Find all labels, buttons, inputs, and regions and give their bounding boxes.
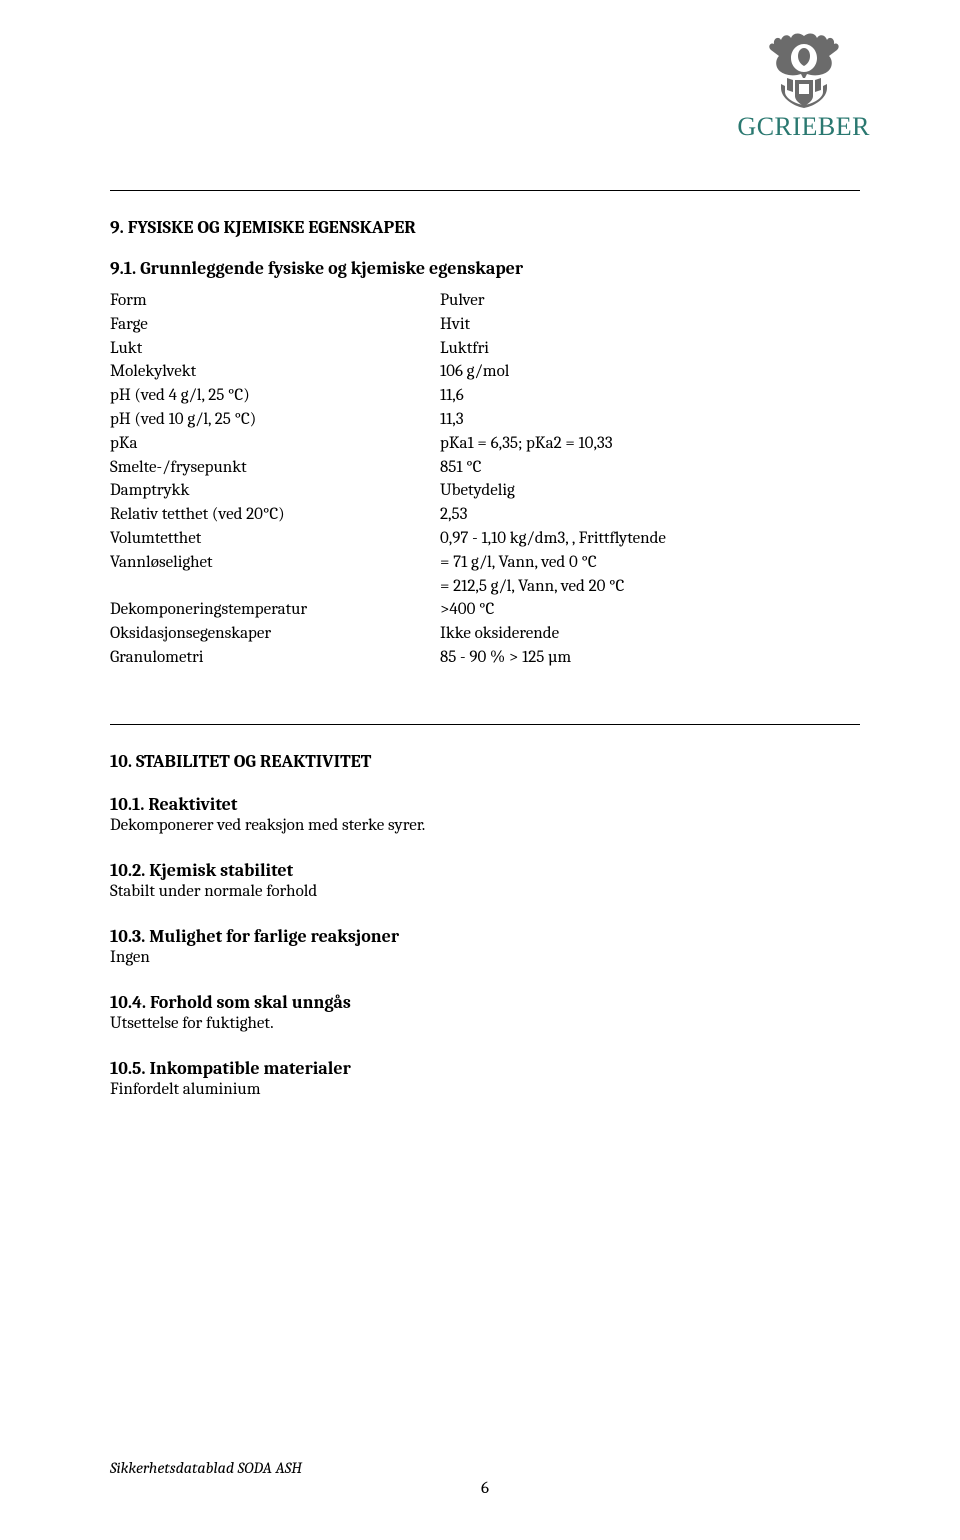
- properties-table: FormPulverFargeHvitLuktLuktfriMolekylvek…: [110, 289, 860, 670]
- property-label: Relativ tetthet (ved 20°C): [110, 503, 440, 527]
- property-label: Smelte-/frysepunkt: [110, 456, 440, 480]
- property-value: = 71 g/l, Vann, ved 0 °C: [440, 551, 860, 575]
- property-label: Molekylvekt: [110, 360, 440, 384]
- page-number: 6: [110, 1479, 860, 1498]
- subsection-tag: 10.1.: [110, 794, 148, 815]
- property-value: Pulver: [440, 289, 860, 313]
- logo: GCRIEBER: [737, 30, 870, 142]
- subsection-name: Inkompatible materialer: [149, 1058, 350, 1079]
- subsection-name: Reaktivitet: [148, 794, 237, 815]
- property-row: Relativ tetthet (ved 20°C)2,53: [110, 503, 860, 527]
- brand-wordmark: GCRIEBER: [737, 112, 870, 142]
- property-value: Ubetydelig: [440, 479, 860, 503]
- property-value: 851 °C: [440, 456, 860, 480]
- divider: [110, 190, 860, 191]
- property-label: Oksidasjonsegenskaper: [110, 622, 440, 646]
- subsection-title: 10.1. Reaktivitet: [110, 794, 860, 815]
- property-row: FormPulver: [110, 289, 860, 313]
- property-value: Luktfri: [440, 337, 860, 361]
- property-value: >400 °C: [440, 598, 860, 622]
- subsection-title: 10.3. Mulighet for farlige reaksjoner: [110, 926, 860, 947]
- property-value: 2,53: [440, 503, 860, 527]
- subsection: 10.1. ReaktivitetDekomponerer ved reaksj…: [110, 794, 860, 838]
- property-label: [110, 575, 440, 599]
- subsection-title: 10.4. Forhold som skal unngås: [110, 992, 860, 1013]
- subsection-tag: 10.4.: [110, 992, 150, 1013]
- subsection-title: 10.5. Inkompatible materialer: [110, 1058, 860, 1079]
- property-label: Vannløselighet: [110, 551, 440, 575]
- property-row: pH (ved 10 g/l, 25 °C)11,3: [110, 408, 860, 432]
- property-value: 0,97 - 1,10 kg/dm3, , Frittflytende: [440, 527, 860, 551]
- property-value: pKa1 = 6,35; pKa2 = 10,33: [440, 432, 860, 456]
- subsection-body: Dekomponerer ved reaksjon med sterke syr…: [110, 815, 860, 838]
- footer-title: Sikkerhetsdatablad SODA ASH: [110, 1459, 860, 1477]
- subsection-body: Finfordelt aluminium: [110, 1079, 860, 1102]
- property-value: 11,6: [440, 384, 860, 408]
- property-row: FargeHvit: [110, 313, 860, 337]
- property-row: Dekomponeringstemperatur>400 °C: [110, 598, 860, 622]
- subsection: 10.2. Kjemisk stabilitetStabilt under no…: [110, 860, 860, 904]
- subsection-body: Utsettelse for fuktighet.: [110, 1013, 860, 1036]
- property-label: Farge: [110, 313, 440, 337]
- subsection-tag: 10.5.: [110, 1058, 149, 1079]
- property-label: pKa: [110, 432, 440, 456]
- property-value: = 212,5 g/l, Vann, ved 20 °C: [440, 575, 860, 599]
- subsection-title: 10.2. Kjemisk stabilitet: [110, 860, 860, 881]
- property-row: Volumtetthet0,97 - 1,10 kg/dm3, , Frittf…: [110, 527, 860, 551]
- property-label: Damptrykk: [110, 479, 440, 503]
- property-row: = 212,5 g/l, Vann, ved 20 °C: [110, 575, 860, 599]
- subsection: 10.5. Inkompatible materialerFinfordelt …: [110, 1058, 860, 1102]
- section-10-heading: 10. STABILITET OG REAKTIVITET: [110, 751, 860, 772]
- subsection-body: Stabilt under normale forhold: [110, 881, 860, 904]
- divider: [110, 724, 860, 725]
- subsection-body: Ingen: [110, 947, 860, 970]
- crest-icon: [759, 30, 849, 112]
- subsection-tag: 10.2.: [110, 860, 149, 881]
- property-value: 85 - 90 % > 125 µm: [440, 646, 860, 670]
- subsection-name: Kjemisk stabilitet: [149, 860, 293, 881]
- property-label: Dekomponeringstemperatur: [110, 598, 440, 622]
- property-row: pKapKa1 = 6,35; pKa2 = 10,33: [110, 432, 860, 456]
- property-row: Granulometri85 - 90 % > 125 µm: [110, 646, 860, 670]
- subsection: 10.4. Forhold som skal unngåsUtsettelse …: [110, 992, 860, 1036]
- property-value: 11,3: [440, 408, 860, 432]
- subsection-name: Mulighet for farlige reaksjoner: [149, 926, 399, 947]
- property-row: pH (ved 4 g/l, 25 °C)11,6: [110, 384, 860, 408]
- property-row: LuktLuktfri: [110, 337, 860, 361]
- property-label: Form: [110, 289, 440, 313]
- subsection: 10.3. Mulighet for farlige reaksjonerIng…: [110, 926, 860, 970]
- brand-gc: GC: [737, 112, 774, 141]
- property-row: Molekylvekt106 g/mol: [110, 360, 860, 384]
- property-label: pH (ved 10 g/l, 25 °C): [110, 408, 440, 432]
- property-row: OksidasjonsegenskaperIkke oksiderende: [110, 622, 860, 646]
- property-label: Lukt: [110, 337, 440, 361]
- property-row: Vannløselighet= 71 g/l, Vann, ved 0 °C: [110, 551, 860, 575]
- property-value: Hvit: [440, 313, 860, 337]
- footer: Sikkerhetsdatablad SODA ASH 6: [110, 1459, 860, 1498]
- section-9-heading: 9. FYSISKE OG KJEMISKE EGENSKAPER: [110, 217, 860, 238]
- subsection-tag: 10.3.: [110, 926, 149, 947]
- property-label: pH (ved 4 g/l, 25 °C): [110, 384, 440, 408]
- property-label: Granulometri: [110, 646, 440, 670]
- property-label: Volumtetthet: [110, 527, 440, 551]
- property-value: 106 g/mol: [440, 360, 860, 384]
- section-9-1-heading: 9.1. Grunnleggende fysiske og kjemiske e…: [110, 258, 860, 279]
- property-value: Ikke oksiderende: [440, 622, 860, 646]
- property-row: DamptrykkUbetydelig: [110, 479, 860, 503]
- subsection-name: Forhold som skal unngås: [150, 992, 351, 1013]
- brand-rieber: RIEBER: [775, 112, 870, 141]
- property-row: Smelte-/frysepunkt851 °C: [110, 456, 860, 480]
